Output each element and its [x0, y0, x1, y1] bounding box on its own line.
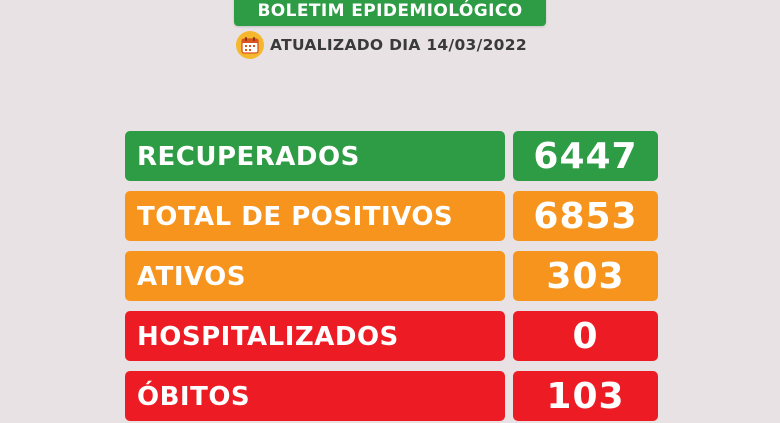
calendar-icon [236, 31, 264, 59]
stat-row-hospitalizados: HOSPITALIZADOS 0 [125, 311, 658, 361]
stat-value: 6447 [513, 131, 658, 181]
stat-row-total-positivos: TOTAL DE POSITIVOS 6853 [125, 191, 658, 241]
stat-label: TOTAL DE POSITIVOS [125, 191, 505, 241]
stat-label: ATIVOS [125, 251, 505, 301]
stat-row-ativos: ATIVOS 303 [125, 251, 658, 301]
bulletin-title: BOLETIM EPIDEMIOLÓGICO [234, 0, 546, 26]
stat-label: HOSPITALIZADOS [125, 311, 505, 361]
stat-row-obitos: ÓBITOS 103 [125, 371, 658, 421]
stat-value: 303 [513, 251, 658, 301]
stat-label: ÓBITOS [125, 371, 505, 421]
stat-label: RECUPERADOS [125, 131, 505, 181]
updated-date-text: ATUALIZADO DIA 14/03/2022 [270, 36, 527, 54]
updated-date: ATUALIZADO DIA 14/03/2022 [236, 30, 527, 60]
stat-value: 6853 [513, 191, 658, 241]
stat-value: 0 [513, 311, 658, 361]
stat-row-recuperados: RECUPERADOS 6447 [125, 131, 658, 181]
stat-value: 103 [513, 371, 658, 421]
